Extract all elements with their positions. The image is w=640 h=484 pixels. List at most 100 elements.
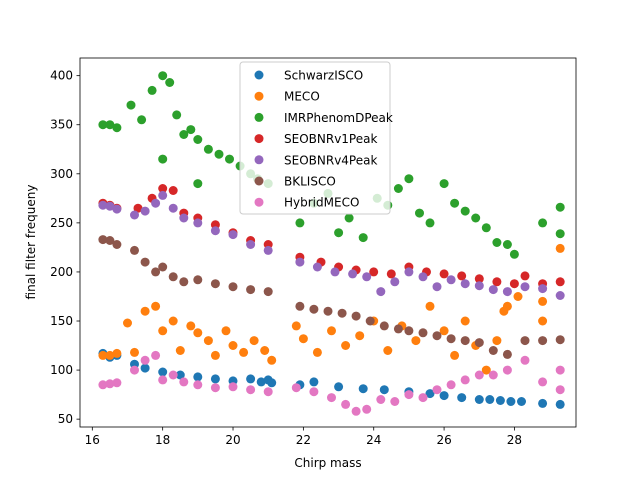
legend-label: BKLISCO <box>284 175 336 189</box>
x-tick-label: 18 <box>155 433 170 447</box>
data-point <box>309 304 319 314</box>
data-point <box>225 154 234 164</box>
data-point <box>175 346 185 355</box>
data-point <box>193 218 203 228</box>
x-tick-label: 24 <box>366 433 381 447</box>
data-point <box>383 346 393 355</box>
data-point <box>358 233 368 243</box>
data-point <box>502 287 512 297</box>
data-point <box>193 179 203 189</box>
data-point <box>393 184 403 193</box>
x-axis-label: Chirp mass <box>294 456 361 470</box>
data-point <box>158 367 168 377</box>
data-point <box>312 262 322 272</box>
data-point <box>172 110 182 120</box>
data-point <box>267 355 277 365</box>
data-point <box>168 272 178 282</box>
data-point <box>193 135 203 144</box>
data-point <box>98 120 108 130</box>
data-point <box>295 301 305 311</box>
data-point <box>112 378 122 388</box>
data-point <box>460 206 470 216</box>
data-point <box>168 370 178 380</box>
x-tick-label: 20 <box>225 433 240 447</box>
x-tick-label: 28 <box>507 433 522 447</box>
data-point <box>425 301 435 311</box>
data-point <box>263 387 273 397</box>
data-point <box>130 365 139 375</box>
data-point <box>474 395 484 404</box>
data-point <box>130 347 139 357</box>
data-point <box>151 350 161 360</box>
data-point <box>348 269 358 279</box>
y-tick-label: 400 <box>50 69 73 83</box>
data-point <box>179 277 189 287</box>
data-point <box>538 398 548 408</box>
data-point <box>432 331 442 341</box>
data-point <box>291 321 301 331</box>
data-point <box>502 365 512 375</box>
data-point <box>179 213 189 223</box>
data-point <box>228 282 238 292</box>
data-point <box>291 383 301 393</box>
data-point <box>323 306 333 316</box>
data-point <box>147 85 157 95</box>
data-point <box>105 236 115 245</box>
data-point <box>130 210 139 220</box>
data-point <box>246 374 256 384</box>
legend-label: SEOBNRv4Peak <box>284 153 377 167</box>
y-tick-label: 300 <box>50 167 73 181</box>
data-point <box>246 240 256 249</box>
data-point <box>98 235 108 245</box>
data-point <box>362 404 372 414</box>
data-point <box>460 375 470 385</box>
data-point <box>509 279 519 289</box>
data-point <box>446 380 456 390</box>
data-point <box>193 328 203 338</box>
y-axis-label: final filter frequeny <box>24 185 38 300</box>
data-point <box>105 350 115 360</box>
data-point <box>555 277 565 287</box>
data-point <box>175 370 185 380</box>
data-point <box>481 223 491 233</box>
data-point <box>151 301 161 311</box>
data-point <box>221 326 231 336</box>
data-point <box>474 281 484 291</box>
data-point <box>404 326 414 336</box>
data-point <box>327 326 336 336</box>
data-point <box>105 120 115 130</box>
data-point <box>404 174 414 184</box>
data-point <box>379 321 389 331</box>
data-point <box>432 385 442 395</box>
legend-label: SchwarzISCO <box>284 69 363 83</box>
data-point <box>506 397 516 406</box>
data-points <box>98 71 565 416</box>
data-point <box>309 387 319 397</box>
data-point <box>457 393 467 403</box>
data-point <box>369 267 379 277</box>
axes: 16 18 20 22 24 26 28 50 100 150 200 250 300 350 400 <box>50 57 577 447</box>
data-point <box>98 380 108 390</box>
data-point <box>228 230 238 240</box>
data-point <box>538 316 548 326</box>
data-point <box>228 341 238 350</box>
data-point <box>130 245 139 255</box>
data-point <box>485 395 495 404</box>
data-point <box>210 279 220 289</box>
data-point <box>358 384 368 394</box>
data-point <box>555 365 565 375</box>
data-point <box>460 316 470 326</box>
data-point <box>386 269 396 279</box>
data-point <box>538 377 548 387</box>
data-point <box>158 262 168 272</box>
y-tick-label: 250 <box>50 216 73 230</box>
data-point <box>168 186 178 195</box>
data-point <box>460 279 470 289</box>
data-point <box>538 284 548 294</box>
data-point <box>481 365 491 375</box>
data-point <box>393 324 403 334</box>
data-point <box>446 275 456 285</box>
data-point <box>334 228 344 238</box>
data-point <box>418 272 428 282</box>
